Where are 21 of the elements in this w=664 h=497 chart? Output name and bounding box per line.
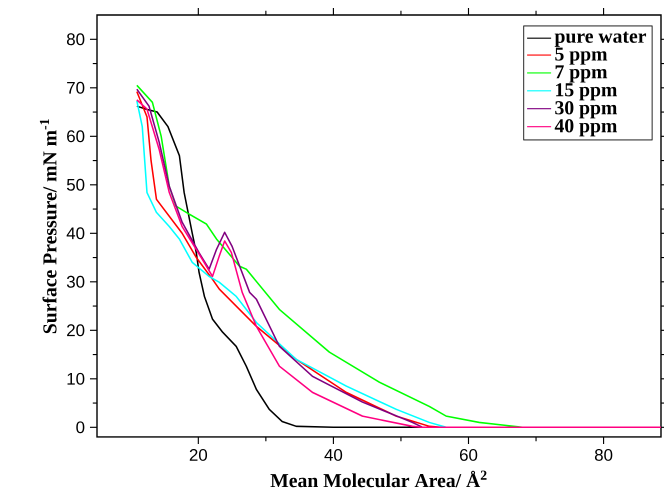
- y-tick-label: 0: [76, 421, 84, 434]
- x-tick-label: 80: [594, 448, 612, 461]
- legend-label: pure water: [554, 32, 646, 47]
- y-tick-label: 60: [67, 130, 84, 142]
- x-tick-label: 60: [460, 448, 478, 461]
- y-tick-label: 80: [66, 33, 84, 46]
- y-tick-label: 50: [66, 178, 84, 191]
- x-axis-title: Mean Molecular Area/ Å$^{2}$: [270, 470, 487, 488]
- y-tick-label: 20: [67, 324, 84, 336]
- legend-label: 30 ppm: [555, 101, 618, 118]
- x-tick-label: 20: [190, 448, 208, 461]
- y-tick-label: 10: [68, 372, 84, 385]
- y-axis-title: Surface Pressure/ mN m$^{-1}$: [40, 119, 57, 334]
- legend-label: 7 ppm: [556, 65, 608, 82]
- x-tick-label: 40: [324, 448, 342, 461]
- legend-label: 5 ppm: [555, 48, 608, 65]
- y-tick-label: 40: [66, 227, 84, 240]
- legend-label: 40 ppm: [554, 119, 618, 136]
- legend-label: 15 ppm: [556, 83, 618, 100]
- y-tick-label: 70: [67, 82, 84, 94]
- y-tick-label: 30: [66, 276, 84, 288]
